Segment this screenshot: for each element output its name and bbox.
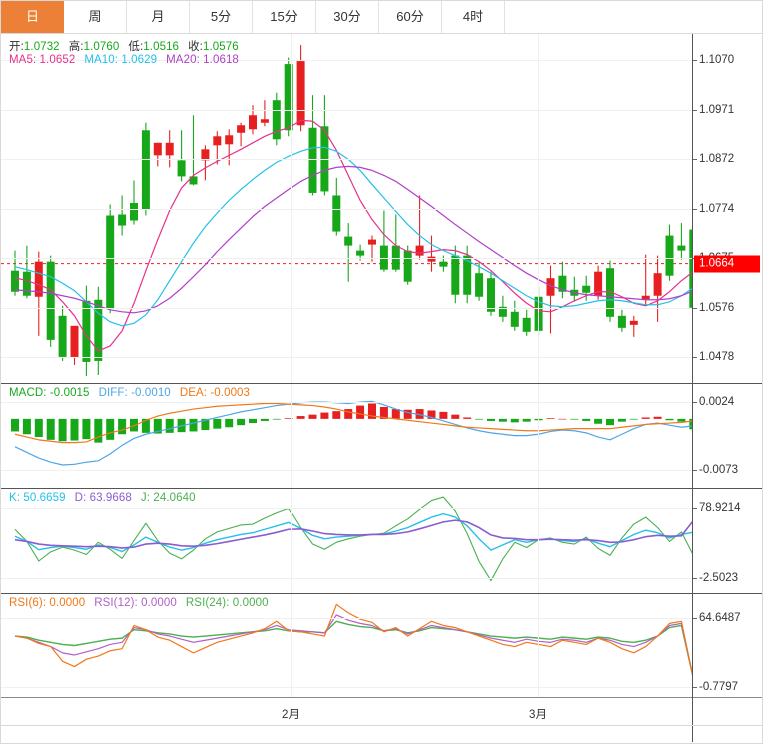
ohlc-item-1: 高:1.0760 [68,41,120,53]
price-axis-tick-1 [693,110,697,111]
price-axis-tick-3 [693,209,697,210]
macd-axis: 0.0024 -0.0073 [692,384,762,488]
rsi-gridline-0 [1,618,692,619]
price-gridline-6 [1,357,692,358]
price-gridline-4 [1,258,692,259]
ma-item-0: MA5: 1.0652 [9,54,76,66]
rsi-item-0: RSI(6): 0.0000 [9,597,86,609]
price-gridline-5 [1,308,692,309]
tab-active-period-0[interactable]: 日 [1,1,64,33]
price-axis-label-0: 1.1070 [699,54,735,66]
tab-period-4[interactable]: 15分 [253,1,316,33]
rsi-gridline-1 [1,687,692,688]
macd-axis-tick-1 [693,470,697,471]
kdj-axis: 78.9214 -2.5023 [692,489,762,593]
rsi-legend: RSI(6): 0.0000 RSI(12): 0.0000 RSI(24): 0.… [9,597,278,609]
time-axis-corner [692,697,762,742]
time-axis-label-0: 2月 [282,709,300,721]
rsi-axis-label-0: 64.6487 [699,612,741,624]
tab-period-5[interactable]: 30分 [316,1,379,33]
rsi-axis-label-1: -0.7797 [699,681,739,693]
macd-axis-label-0: 0.0024 [699,396,735,408]
price-gridline-2 [1,159,692,160]
ohlc-item-2: 低:1.0516 [128,41,180,53]
current-price-tag: 1.0664 [694,255,760,273]
tab-period-7[interactable]: 4时 [442,1,505,33]
macd-gridline-0 [1,402,692,403]
tab-period-6[interactable]: 60分 [379,1,442,33]
time-axis-line [1,697,762,698]
price-gridline-3 [1,209,692,210]
price-axis-tick-5 [693,308,697,309]
tab-period-2[interactable]: 月 [127,1,190,33]
tab-period-1[interactable]: 周 [64,1,127,33]
kdj-vgrid-0 [291,489,292,593]
period-tab-bar: 日周月 5分 15分 30分 60分 4时 [1,1,762,34]
macd-vgrid-0 [291,384,292,488]
rsi-item-1: RSI(12): 0.0000 [94,597,177,609]
chart-container: 1.10701.09711.08721.07741.06751.05761.04… [1,34,762,743]
time-axis-bottom-line [1,725,762,726]
rsi-vgrid-0 [291,594,292,697]
rsi-axis-tick-1 [693,687,697,688]
kdj-axis-tick-1 [693,578,697,579]
price-plot-area[interactable] [1,34,692,383]
tab-period-3[interactable]: 5分 [190,1,253,33]
price-axis-tick-2 [693,159,697,160]
kdj-axis-tick-0 [693,508,697,509]
macd-axis-tick-0 [693,402,697,403]
panel-divider-1 [1,383,762,384]
kdj-axis-label-1: -2.5023 [699,572,739,584]
price-axis-label-2: 1.0872 [699,153,735,165]
macd-gridline-1 [1,470,692,471]
price-axis-tick-6 [693,357,697,358]
kdj-item-1: D: 63.9668 [74,492,132,504]
ohlc-item-0: 开:1.0732 [9,41,60,53]
rsi-plot-area[interactable] [1,594,692,697]
kdj-legend: K: 50.6659 D: 63.9668 J: 24.0640 [9,492,205,504]
price-axis-tick-0 [693,60,697,61]
price-axis-label-5: 1.0576 [699,302,735,314]
kdj-axis-label-0: 78.9214 [699,502,741,514]
rsi-vgrid-1 [538,594,539,697]
ma-legend: MA5: 1.0652 MA10: 1.0629 MA20: 1.0618 [9,54,248,66]
price-gridline-1 [1,110,692,111]
kdj-plot-area[interactable] [1,489,692,593]
kdj-gridline-1 [1,578,692,579]
price-axis-label-3: 1.0774 [699,203,735,215]
tab-bar-filler [505,1,762,33]
ma-item-2: MA20: 1.0618 [166,54,239,66]
macd-item-2: DEA: -0.0003 [179,387,251,399]
macd-plot-area[interactable] [1,384,692,488]
rsi-axis: 64.6487 -0.7797 [692,594,762,697]
ma-item-1: MA10: 1.0629 [84,54,158,66]
kdj-vgrid-1 [538,489,539,593]
price-axis: 1.10701.09711.08721.07741.06751.05761.04… [692,34,762,383]
kdj-gridline-0 [1,508,692,509]
rsi-item-2: RSI(24): 0.0000 [185,597,269,609]
kdj-item-0: K: 50.6659 [9,492,66,504]
macd-legend: MACD: -0.0015 DIFF: -0.0010 DEA: -0.0003 [9,387,259,399]
price-vgrid-0 [291,34,292,383]
rsi-axis-tick-0 [693,618,697,619]
time-axis: 2月 3月 [1,697,762,743]
price-gridline-0 [1,60,692,61]
macd-item-1: DIFF: -0.0010 [98,387,171,399]
macd-item-0: MACD: -0.0015 [9,387,90,399]
time-axis-label-1: 3月 [529,709,547,721]
macd-axis-label-1: -0.0073 [699,464,739,476]
macd-vgrid-1 [538,384,539,488]
panel-divider-3 [1,593,762,594]
ohlc-legend: 开:1.0732 高:1.0760 低:1.0516 收:1.0576 [9,38,248,54]
price-axis-label-6: 1.0478 [699,351,735,363]
price-vgrid-1 [538,34,539,383]
ohlc-item-3: 收:1.0576 [188,41,239,53]
kdj-item-2: J: 24.0640 [140,492,196,504]
price-axis-label-1: 1.0971 [699,104,735,116]
panel-divider-2 [1,488,762,489]
